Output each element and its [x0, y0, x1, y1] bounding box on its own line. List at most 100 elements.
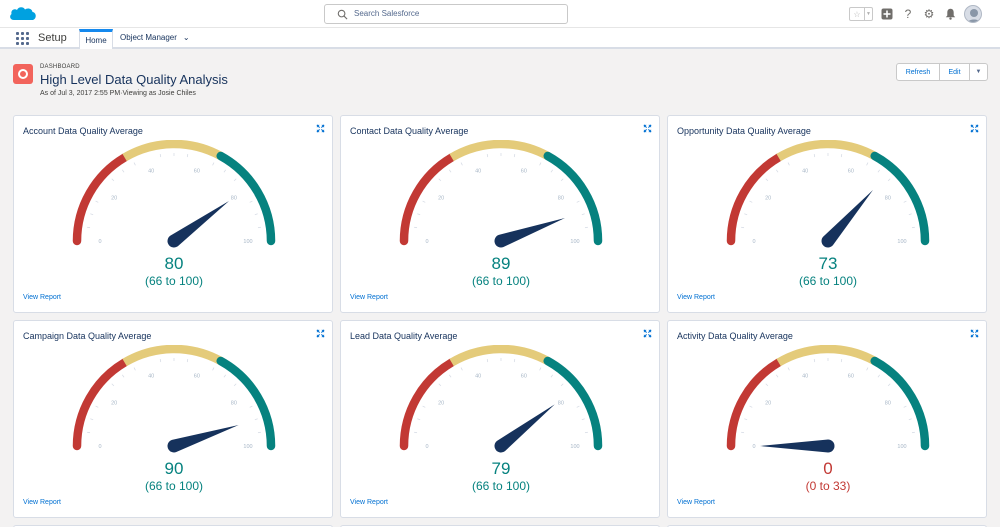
gauge-tick	[233, 383, 237, 387]
gauge-range: (66 to 100)	[798, 274, 858, 288]
user-avatar[interactable]	[964, 5, 982, 23]
edit-button[interactable]: Edit	[940, 64, 970, 80]
dashboard-header: DASHBOARD High Level Data Quality Analys…	[0, 51, 1000, 109]
tab-object-manager[interactable]: Object Manager ⌄	[120, 33, 190, 42]
global-search-box[interactable]: Search Salesforce	[324, 4, 568, 24]
gauge-tick	[448, 374, 452, 378]
app-navigation-bar: Setup Home Object Manager ⌄	[0, 28, 1000, 49]
header-utility-icons: ☆ ▼ ? ⚙	[849, 5, 982, 23]
expand-icon[interactable]	[643, 329, 652, 338]
refresh-button[interactable]: Refresh	[897, 64, 940, 80]
dashboard-gauge-card: Campaign Data Quality Average 0 20 40 60 80 10…	[13, 320, 333, 518]
setup-gear-icon[interactable]: ⚙	[923, 7, 935, 21]
view-report-link[interactable]: View Report	[677, 294, 716, 301]
dashboard-gauge-card: Opportunity Data Quality Average 0 20 40 60 8…	[667, 115, 987, 313]
view-report-link[interactable]: View Report	[23, 294, 62, 301]
gauge-tick-label: 0	[752, 444, 755, 450]
star-icon[interactable]: ☆	[853, 9, 861, 19]
gauge-tick	[223, 169, 227, 173]
gauge-tick	[249, 405, 253, 408]
gauge-band	[776, 140, 877, 162]
salesforce-logo-icon[interactable]	[8, 4, 38, 24]
expand-icon[interactable]	[643, 124, 652, 133]
gauge-tick-label: 60	[848, 374, 854, 380]
dashboard-gauge-card: Account Data Quality Average 0 20 40 60 80 100…	[13, 115, 333, 313]
gauge-card-title: Contact Data Quality Average	[350, 126, 469, 136]
gauge-tick	[744, 418, 748, 421]
gauge-range: (66 to 100)	[144, 274, 204, 288]
gauge-chart[interactable]: 0 20 40 60 80 100	[341, 140, 661, 258]
gauge-tick	[233, 178, 237, 182]
gauge-tick	[417, 213, 421, 216]
gauge-tick	[581, 213, 585, 216]
expand-icon[interactable]	[970, 124, 979, 133]
help-icon[interactable]: ?	[904, 7, 912, 21]
gauge-band	[543, 151, 603, 246]
gauge-tick	[787, 367, 790, 371]
gauge-chart[interactable]: 0 20 40 60 80 100	[14, 140, 334, 258]
gauge-tick	[460, 367, 463, 371]
view-report-link[interactable]: View Report	[23, 499, 62, 506]
expand-icon[interactable]	[316, 124, 325, 133]
global-actions-add-icon[interactable]	[880, 7, 894, 21]
chevron-down-icon[interactable]: ⌄	[182, 33, 190, 42]
expand-icon[interactable]	[316, 329, 325, 338]
gauge-tick-label: 60	[194, 169, 200, 175]
gauge-tick	[550, 374, 554, 378]
gauge-tick	[111, 383, 115, 387]
gauge-tick-label: 40	[148, 169, 154, 175]
gauge-tick-label: 60	[848, 169, 854, 175]
gauge-tick	[212, 162, 215, 166]
app-launcher-icon[interactable]	[16, 32, 29, 45]
gauge-tick	[422, 200, 426, 203]
gauge-needle	[821, 189, 873, 248]
gauge-tick-label: 20	[438, 401, 444, 407]
global-header: Search Salesforce ☆ ▼ ? ⚙	[0, 0, 1000, 28]
gauge-chart[interactable]: 0 20 40 60 80 100	[668, 345, 988, 463]
gauge-chart[interactable]: 0 20 40 60 80 100	[14, 345, 334, 463]
gauge-tick	[90, 418, 94, 421]
expand-icon[interactable]	[970, 329, 979, 338]
gauge-tick	[133, 367, 136, 371]
gauge-tick-label: 40	[802, 374, 808, 380]
search-icon	[337, 9, 348, 20]
gauge-tick	[560, 383, 564, 387]
gauge-band	[399, 358, 456, 451]
gauge-band	[72, 358, 129, 451]
gauge-value: 73	[818, 254, 838, 273]
gauge-tick-label: 0	[98, 239, 101, 245]
view-report-link[interactable]: View Report	[350, 499, 389, 506]
record-type-label: DASHBOARD	[40, 64, 80, 70]
gauge-tick-label: 80	[558, 196, 564, 202]
favorites-button[interactable]: ☆ ▼	[849, 7, 873, 21]
gauge-range: (66 to 100)	[471, 479, 531, 493]
more-actions-chevron-icon[interactable]: ▼	[975, 69, 982, 75]
gauge-band	[216, 151, 276, 246]
gauge-band	[726, 153, 783, 246]
gauge-tick-label: 80	[231, 196, 237, 202]
notifications-bell-icon[interactable]	[943, 7, 957, 21]
tab-home[interactable]: Home	[79, 29, 113, 49]
dashboard-card-partial	[340, 525, 660, 527]
gauge-band	[776, 345, 877, 367]
search-input[interactable]: Search Salesforce	[354, 9, 420, 18]
gauge-tick	[254, 213, 258, 216]
gauge-tick	[95, 200, 99, 203]
gauge-tick	[775, 169, 779, 173]
gauge-tick-label: 20	[765, 401, 771, 407]
gauge-chart[interactable]: 0 20 40 60 80 100	[668, 140, 988, 258]
avatar-icon	[967, 9, 981, 22]
gauge-tick	[133, 162, 136, 166]
gauge-tick	[111, 178, 115, 182]
gauge-chart[interactable]: 0 20 40 60 80 100	[341, 345, 661, 463]
view-report-link[interactable]: View Report	[677, 499, 716, 506]
view-report-link[interactable]: View Report	[350, 294, 389, 301]
gauge-tick-label: 100	[570, 239, 579, 245]
gauge-tick	[887, 383, 891, 387]
favorites-menu-caret-icon[interactable]: ▼	[864, 8, 872, 20]
gauge-tick-label: 0	[425, 444, 428, 450]
gauge-tick-label: 40	[802, 169, 808, 175]
page-title: High Level Data Quality Analysis	[40, 72, 228, 87]
gauge-tick	[539, 367, 542, 371]
gauge-tick	[887, 178, 891, 182]
